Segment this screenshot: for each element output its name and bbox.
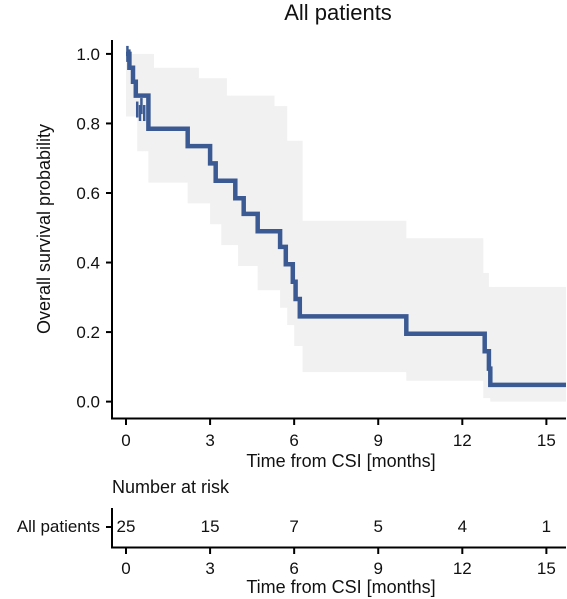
survival-plot: 0.0 0.2 0.4 0.6 0.8 1.0 0 3 6 9 12 15 Time from CS… <box>34 40 566 471</box>
censor-marks <box>126 45 146 122</box>
risk-x-tick-label: 9 <box>374 559 383 578</box>
risk-count: 7 <box>289 517 298 536</box>
risk-x-tick-label: 3 <box>205 559 214 578</box>
y-tick-label: 0.8 <box>76 114 100 133</box>
risk-x-axis-title: Time from CSI [months] <box>246 577 435 597</box>
risk-strata-label: All patients <box>17 517 100 536</box>
risk-table: Number at risk All patients 25 15 7 5 4 1 0 3 6… <box>17 477 566 597</box>
x-tick-label: 0 <box>121 431 130 450</box>
y-axis-ticks: 0.0 0.2 0.4 0.6 0.8 1.0 <box>76 45 112 412</box>
risk-x-axis-ticks: 0 3 6 9 12 15 <box>121 548 556 578</box>
risk-values: 25 15 7 5 4 1 <box>117 517 552 536</box>
x-axis-title: Time from CSI [months] <box>246 451 435 471</box>
risk-x-tick-label: 12 <box>453 559 472 578</box>
y-tick-label: 0.0 <box>76 393 100 412</box>
survival-curve <box>126 51 566 388</box>
risk-count: 1 <box>542 517 551 536</box>
x-tick-label: 12 <box>453 431 472 450</box>
y-axis-title: Overall survival probability <box>34 124 54 334</box>
risk-table-title: Number at risk <box>112 477 230 497</box>
risk-count: 5 <box>374 517 383 536</box>
risk-count: 4 <box>458 517 467 536</box>
risk-count: 15 <box>201 517 220 536</box>
x-tick-label: 6 <box>289 431 298 450</box>
x-tick-label: 9 <box>374 431 383 450</box>
confidence-band <box>126 53 566 402</box>
y-tick-label: 0.2 <box>76 323 100 342</box>
risk-x-tick-label: 15 <box>537 559 556 578</box>
risk-x-tick-label: 6 <box>289 559 298 578</box>
risk-count: 25 <box>117 517 136 536</box>
y-tick-label: 1.0 <box>76 45 100 64</box>
x-tick-label: 3 <box>205 431 214 450</box>
y-tick-label: 0.6 <box>76 184 100 203</box>
risk-x-tick-label: 0 <box>121 559 130 578</box>
x-axis-ticks: 0 3 6 9 12 15 <box>121 419 556 450</box>
chart-title: All patients <box>284 0 392 25</box>
y-tick-label: 0.4 <box>76 254 100 273</box>
x-tick-label: 15 <box>537 431 556 450</box>
